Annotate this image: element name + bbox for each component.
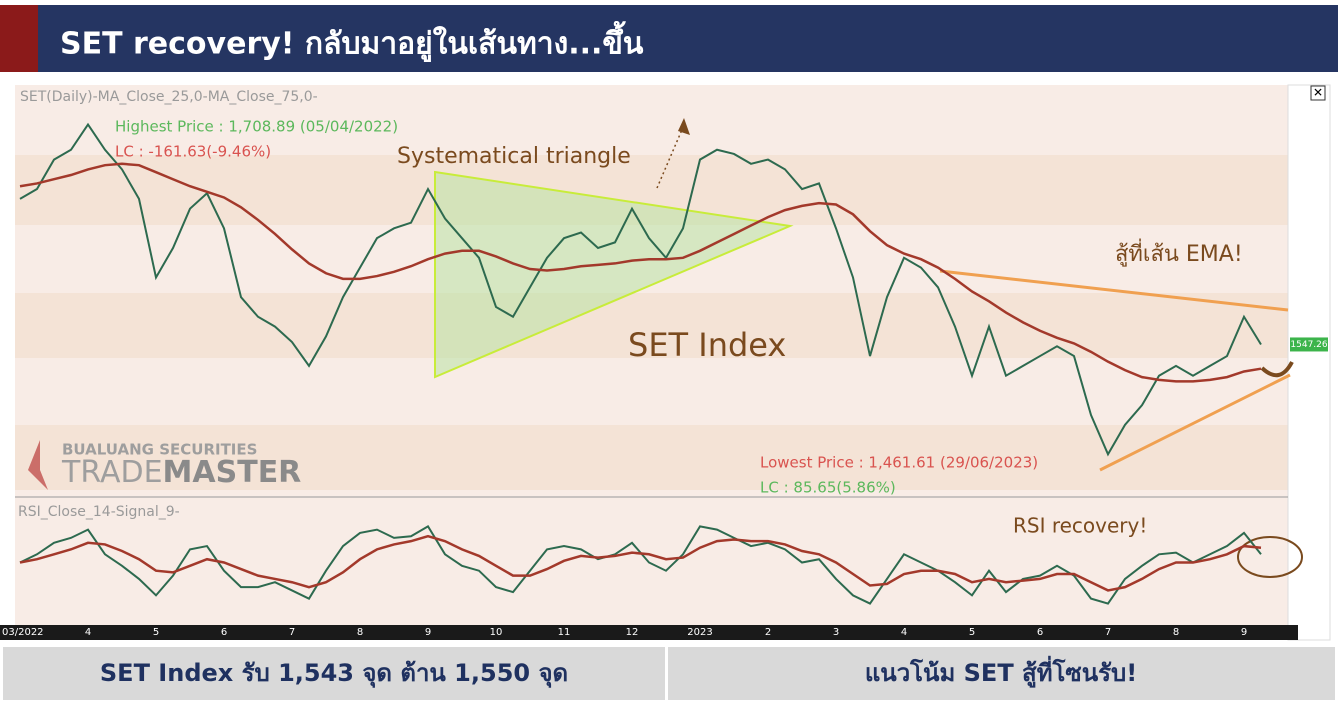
x-tick-label: 2023 — [687, 627, 712, 638]
footer-text: แนวโน้ม SET สู้ที่โซนรับ! — [865, 655, 1137, 688]
header-title: SET recovery! กลับมาอยู่ในเส้นทาง...ขึ้น — [60, 21, 644, 63]
logo-company: BUALUANG SECURITIES — [62, 441, 257, 459]
support-line — [1099, 373, 1291, 472]
x-tick-label: 4 — [901, 627, 907, 638]
x-tick-label: 12 — [626, 627, 639, 638]
x-tick-label: 6 — [221, 627, 227, 638]
breakout-arrow — [678, 118, 690, 135]
x-tick-label: 9 — [425, 627, 431, 638]
annotation: Systematical triangle — [397, 144, 631, 169]
x-tick-label: 8 — [357, 627, 363, 638]
annotation: สู้ที่เส้น EMA! — [1115, 238, 1243, 267]
footer-box — [3, 647, 665, 700]
x-tick-label: 2 — [765, 627, 771, 638]
series-line — [19, 534, 1262, 592]
close-button[interactable] — [1310, 85, 1326, 101]
logo-brand-a: TRADE — [61, 455, 163, 490]
x-tick-label: 5 — [153, 627, 159, 638]
support-bands — [15, 155, 1288, 490]
rsi-legend: RSI_Close_14-Signal_9- — [18, 504, 180, 520]
x-tick-label: 6 — [1037, 627, 1043, 638]
bounce-arrow — [1260, 361, 1294, 378]
footer-box — [668, 647, 1335, 700]
close-icon[interactable]: ✕ — [1313, 86, 1323, 100]
x-tick-label: 03/2022 — [2, 627, 44, 638]
logo-mark — [28, 440, 48, 490]
breakout-hint — [656, 124, 685, 189]
last-price-tag — [1290, 337, 1328, 352]
x-tick-label: 7 — [1105, 627, 1111, 638]
resistance-line — [939, 269, 1289, 312]
series-line — [19, 162, 1262, 383]
annotation: Lowest Price : 1,461.61 (29/06/2023) — [760, 454, 1038, 472]
triangle-pattern — [434, 170, 794, 379]
x-tick-label: 3 — [833, 627, 839, 638]
x-tick-label: 4 — [85, 627, 91, 638]
logo-brand-b: MASTER — [163, 455, 302, 490]
band — [15, 293, 1288, 358]
rsi-highlight — [1237, 536, 1303, 578]
x-tick-label: 10 — [490, 627, 503, 638]
x-tick-label: 7 — [289, 627, 295, 638]
annotation: SET Index — [628, 326, 786, 364]
x-tick-label: 11 — [558, 627, 571, 638]
x-tick-label: 9 — [1241, 627, 1247, 638]
series-line — [19, 122, 1262, 457]
annotation: Highest Price : 1,708.89 (05/04/2022) — [115, 118, 398, 136]
logo-brand: TRADEMASTER — [61, 455, 301, 490]
annotation: LC : 85.65(5.86%) — [760, 479, 896, 497]
annotation: LC : -161.63(-9.46%) — [115, 143, 271, 161]
band — [15, 425, 1288, 490]
time-axis — [0, 625, 1298, 640]
footer-text: SET Index รับ 1,543 จุด ต้าน 1,550 จุด — [100, 659, 568, 689]
x-tick-label: 8 — [1173, 627, 1179, 638]
x-tick-label: 5 — [969, 627, 975, 638]
header-bar — [38, 5, 1338, 72]
price-axis — [1287, 84, 1331, 641]
last-price-label: 1547.26 — [1290, 340, 1327, 350]
annotation: RSI recovery! — [1013, 514, 1147, 538]
price-legend: SET(Daily)-MA_Close_25,0-MA_Close_75,0- — [20, 89, 318, 105]
header-accent — [0, 5, 38, 72]
